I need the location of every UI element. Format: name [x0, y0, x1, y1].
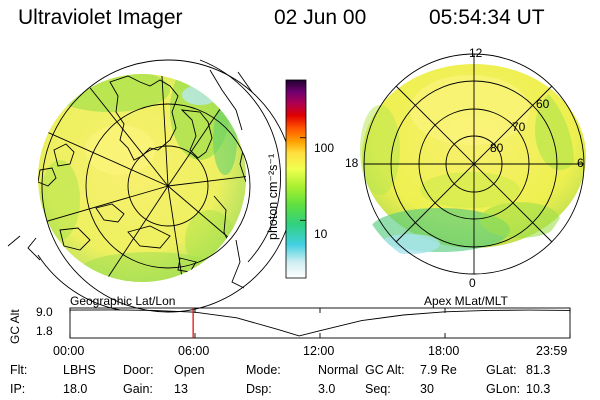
footer-label: Gain:	[123, 382, 153, 396]
apex-mlat-70: 70	[512, 120, 526, 134]
apex-mlt-0: 0	[469, 276, 476, 290]
geo-rim-coastlines	[27, 69, 245, 289]
apex-mlat-60: 60	[536, 97, 550, 111]
plot-y-tick-9: 9.0	[36, 305, 53, 319]
footer-value: 13	[174, 382, 188, 396]
apex-mlt-6: 6	[577, 156, 584, 170]
apex-mlt-12: 12	[469, 46, 483, 60]
footer-label: Door:	[123, 363, 154, 377]
apex-image	[360, 53, 586, 275]
x-tick-label: 00:00	[53, 344, 85, 358]
colorbar-tick-label-10: 10	[314, 227, 328, 241]
footer-value: 10.3	[526, 382, 551, 396]
geo-panel-label: Geographic Lat/Lon	[70, 294, 176, 308]
plot-y-label: GC Alt	[8, 309, 22, 344]
time-label: 05:54:34 UT	[429, 6, 545, 29]
footer-value: 7.9 Re	[420, 363, 457, 377]
colorbar-unit-label: photon cm⁻²s⁻¹	[266, 153, 280, 240]
apex-panel-label: Apex MLat/MLT	[424, 294, 508, 308]
x-tick-label: 18:00	[428, 344, 460, 358]
colorbar-ticks	[300, 137, 306, 221]
apex-mlt-18: 18	[345, 156, 359, 170]
footer-value: 30	[420, 382, 434, 396]
date-label: 02 Jun 00	[274, 6, 367, 29]
instrument-title: Ultraviolet Imager	[18, 6, 183, 29]
geo-outer-arcs	[7, 59, 281, 311]
footer-label: GLon:	[486, 382, 521, 396]
footer-label: Dsp:	[246, 382, 272, 396]
colorbar	[285, 79, 307, 279]
footer-value: 81.3	[526, 363, 551, 377]
apex-grid	[363, 53, 585, 275]
x-tick-label: 23:59	[536, 344, 568, 358]
footer-value: Normal	[318, 363, 359, 377]
footer-value: LBHS	[63, 363, 96, 377]
altitude-plot	[69, 307, 571, 339]
colorbar-tick-label-100: 100	[314, 141, 335, 155]
apex-mlat-80: 80	[490, 141, 504, 155]
footer-label: GLat:	[486, 363, 517, 377]
x-tick-label: 06:00	[178, 344, 210, 358]
footer-value: Open	[174, 363, 205, 377]
footer-value: 18.0	[63, 382, 88, 396]
footer-label: Seq:	[365, 382, 391, 396]
plot-y-tick-1-8: 1.8	[36, 324, 53, 338]
footer-value: 3.0	[318, 382, 336, 396]
x-tick-label: 12:00	[303, 344, 335, 358]
footer-label: IP:	[10, 382, 26, 396]
footer-label: GC Alt:	[365, 363, 405, 377]
footer-label: Flt:	[10, 363, 28, 377]
footer-label: Mode:	[246, 363, 281, 377]
geographic-image	[7, 59, 295, 313]
altitude-series-line	[69, 309, 571, 337]
colorbar-gradient	[285, 79, 307, 279]
plot-x-ticks	[69, 308, 571, 338]
